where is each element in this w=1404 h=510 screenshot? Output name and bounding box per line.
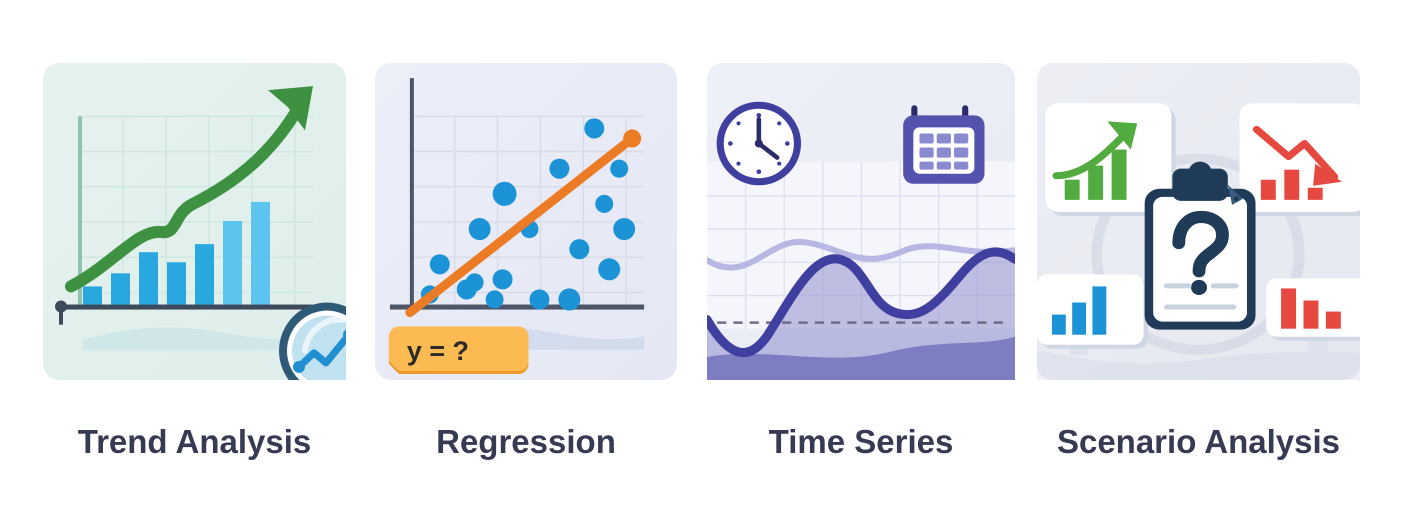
svg-text:y = ?: y = ? [407, 336, 469, 366]
